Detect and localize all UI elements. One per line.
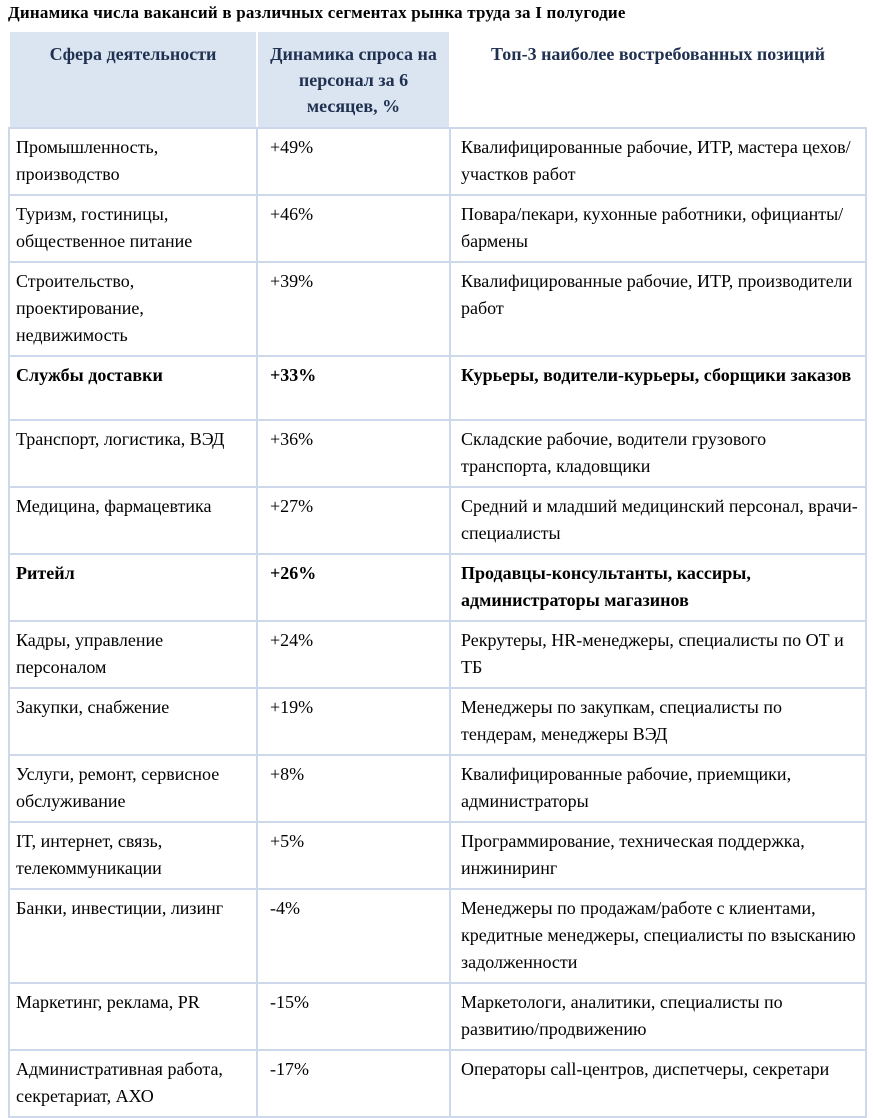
dynamics-cell: +26% [256, 553, 451, 622]
positions-cell: Повара/пекари, кухонные работники, офици… [449, 194, 867, 263]
positions-cell: Квалифицированные рабочие, приемщики, ад… [449, 754, 867, 823]
dynamics-cell: -17% [256, 1049, 451, 1118]
dynamics-cell: +46% [256, 194, 451, 263]
positions-cell: Менеджеры по закупкам, специалисты по те… [449, 687, 867, 756]
sector-cell: Кадры, управление персоналом [8, 620, 258, 689]
table-row: Транспорт, логистика, ВЭД +36% Складские р… [8, 419, 867, 488]
positions-cell: Рекрутеры, HR-менеджеры, специалисты по … [449, 620, 867, 689]
sector-cell: Закупки, снабжение [8, 687, 258, 756]
col-header-sector: Сфера деятельности [8, 30, 258, 129]
sector-cell: Транспорт, логистика, ВЭД [8, 419, 258, 488]
sector-cell: Услуги, ремонт, сервисное обслуживание [8, 754, 258, 823]
sector-cell: Туризм, гостиницы, общественное питание [8, 194, 258, 263]
table-row: Строительство, проектирование, недвижимо… [8, 261, 867, 357]
dynamics-cell: +24% [256, 620, 451, 689]
table-row: Промышленность, производство +49% Квалифиц… [8, 127, 867, 196]
positions-cell: Продавцы-консультанты, кассиры, админист… [449, 553, 867, 622]
table-row: Административная работа, секретариат, АХ… [8, 1049, 867, 1118]
positions-cell: Менеджеры по продажам/работе с клиентами… [449, 888, 867, 984]
page-title: Динамика числа вакансий в различных сегм… [8, 3, 626, 22]
positions-cell: Программирование, техническая поддержка,… [449, 821, 867, 890]
header-row: Сфера деятельности Динамика спроса на пе… [8, 30, 867, 129]
table-body: Промышленность, производство +49% Квалифиц… [8, 127, 867, 1118]
sector-cell: Медицина, фармацевтика [8, 486, 258, 555]
table-row: Туризм, гостиницы, общественное питание +… [8, 194, 867, 263]
vacancy-table: Сфера деятельности Динамика спроса на пе… [8, 30, 867, 1118]
positions-cell: Маркетологи, аналитики, специалисты по р… [449, 982, 867, 1051]
dynamics-cell: +27% [256, 486, 451, 555]
positions-cell: Средний и младший медицинский персонал, … [449, 486, 867, 555]
table-row: Медицина, фармацевтика +27% Средний и млад… [8, 486, 867, 555]
dynamics-cell: +33% [256, 355, 451, 421]
positions-cell: Складские рабочие, водители грузового тр… [449, 419, 867, 488]
sector-cell: Административная работа, секретариат, АХ… [8, 1049, 258, 1118]
table-row: IT, интернет, связь, телекоммуникации +5%… [8, 821, 867, 890]
dynamics-cell: -15% [256, 982, 451, 1051]
sector-cell: Службы доставки [8, 355, 258, 421]
table-row: Маркетинг, реклама, PR -15% Маркетологи, а… [8, 982, 867, 1051]
positions-cell: Курьеры, водители-курьеры, сборщики зака… [449, 355, 867, 421]
table-row: Услуги, ремонт, сервисное обслуживание +8… [8, 754, 867, 823]
dynamics-cell: +8% [256, 754, 451, 823]
table-row: Банки, инвестиции, лизинг -4% Менеджеры по… [8, 888, 867, 984]
positions-cell: Квалифицированные рабочие, ИТР, производ… [449, 261, 867, 357]
dynamics-cell: +5% [256, 821, 451, 890]
dynamics-cell: +19% [256, 687, 451, 756]
dynamics-cell: -4% [256, 888, 451, 984]
col-header-dynamics: Динамика спроса на персонал за 6 месяцев… [256, 30, 451, 129]
table-header: Сфера деятельности Динамика спроса на пе… [8, 30, 867, 129]
sector-cell: Банки, инвестиции, лизинг [8, 888, 258, 984]
dynamics-cell: +39% [256, 261, 451, 357]
table-row: Закупки, снабжение +19% Менеджеры по закуп… [8, 687, 867, 756]
positions-cell: Операторы call-центров, диспетчеры, секр… [449, 1049, 867, 1118]
dynamics-cell: +36% [256, 419, 451, 488]
table-row: Ритейл +26% Продавцы-консультанты, кассиры… [8, 553, 867, 622]
sector-cell: Промышленность, производство [8, 127, 258, 196]
sector-cell: Ритейл [8, 553, 258, 622]
sector-cell: Маркетинг, реклама, PR [8, 982, 258, 1051]
col-header-top3: Топ-3 наиболее востребованных позиций [449, 30, 867, 129]
positions-cell: Квалифицированные рабочие, ИТР, мастера … [449, 127, 867, 196]
dynamics-cell: +49% [256, 127, 451, 196]
table-row: Кадры, управление персоналом +24% Рекрутер… [8, 620, 867, 689]
sector-cell: Строительство, проектирование, недвижимо… [8, 261, 258, 357]
table-row: Службы доставки +33% Курьеры, водители-кур… [8, 355, 867, 421]
sector-cell: IT, интернет, связь, телекоммуникации [8, 821, 258, 890]
